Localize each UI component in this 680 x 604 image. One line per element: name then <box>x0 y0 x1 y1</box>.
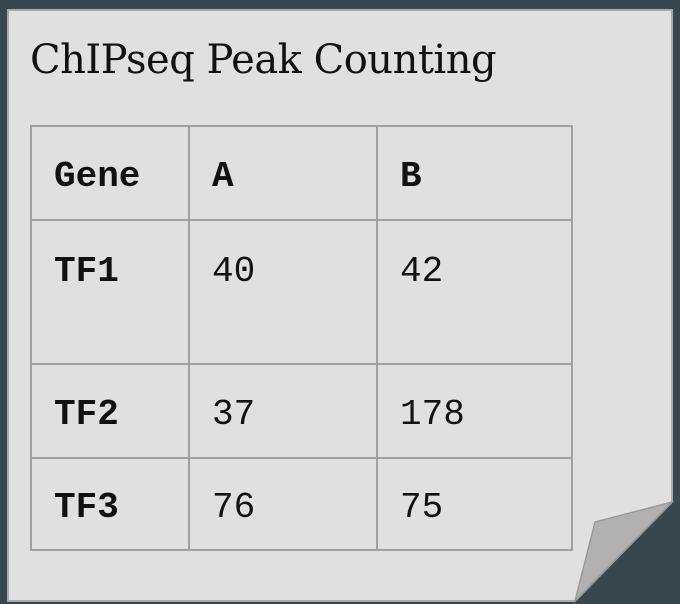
table-header-row: Gene A B <box>30 125 573 221</box>
table-row: TF3 76 75 <box>30 457 573 551</box>
folded-corner-icon <box>573 500 675 604</box>
count-b-cell: 75 <box>376 457 573 551</box>
count-a-cell: 40 <box>188 219 378 365</box>
table-row: TF2 37 178 <box>30 363 573 459</box>
count-a-cell: 76 <box>188 457 378 551</box>
count-a-cell: 37 <box>188 363 378 459</box>
count-b-cell: 42 <box>376 219 573 365</box>
table-row: TF1 40 42 <box>30 219 573 365</box>
header-a: A <box>188 125 378 221</box>
header-b: B <box>376 125 573 221</box>
gene-cell: TF1 <box>30 219 190 365</box>
gene-cell: TF3 <box>30 457 190 551</box>
page-title: ChIPseq Peak Counting <box>30 37 497 83</box>
header-gene: Gene <box>30 125 190 221</box>
gene-cell: TF2 <box>30 363 190 459</box>
count-b-cell: 178 <box>376 363 573 459</box>
peak-count-table: Gene A B TF1 40 42 TF2 37 178 TF3 76 75 <box>30 125 573 551</box>
